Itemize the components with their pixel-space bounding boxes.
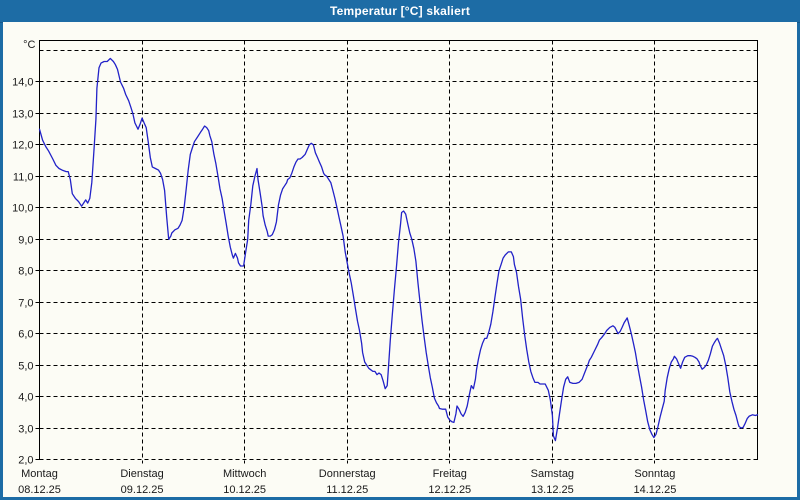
x-day-label: Samstag: [531, 468, 574, 480]
y-tick-label: 7,0: [18, 298, 33, 310]
y-tick-label: 5,0: [18, 361, 33, 373]
window-title: Temperatur [°C] skaliert: [329, 4, 471, 18]
temperature-chart: 2,0 3,0 4,0 5,0 6,0 7,0 8,0 9,0 10,0 11,0 12,0 13,0…: [12, 39, 759, 496]
x-date-label: 13.12.25: [531, 484, 574, 496]
x-day-label: Sonntag: [634, 468, 675, 480]
y-tick-label: 12,0: [12, 140, 33, 152]
x-date-label: 11.12.25: [326, 484, 368, 496]
x-day-label: Dienstag: [120, 468, 163, 480]
plot-border: [39, 40, 758, 460]
x-date-label: 12.12.25: [428, 484, 471, 496]
y-tick-label: 14,0: [12, 77, 33, 89]
temperature-line: [38, 57, 759, 442]
y-tick-label: 8,0: [18, 266, 33, 278]
x-day-label: Montag: [21, 468, 58, 480]
y-tick-label: 2,0: [18, 455, 33, 467]
window-titlebar[interactable]: Temperatur [°C] skaliert: [0, 0, 800, 23]
x-date-label: 10.12.25: [223, 484, 266, 496]
y-tick-label: 9,0: [18, 235, 33, 247]
x-day-label: Freitag: [433, 468, 467, 480]
x-day-label: Mittwoch: [223, 468, 266, 480]
y-tick-label: 4,0: [18, 392, 33, 404]
y-tick-label: 10,0: [12, 203, 33, 215]
y-tick-label: 11,0: [13, 172, 34, 184]
x-date-label: 09.12.25: [121, 484, 164, 496]
y-tick-label: 3,0: [18, 424, 33, 436]
x-date-label: 14.12.25: [634, 484, 677, 496]
y-axis-unit-label: °C: [23, 39, 35, 51]
y-tick-label: 6,0: [18, 329, 33, 341]
x-date-label: 08.12.25: [18, 484, 61, 496]
y-tick-label: 13,0: [12, 109, 33, 121]
x-day-label: Donnerstag: [319, 468, 376, 480]
chart-container: 2,0 3,0 4,0 5,0 6,0 7,0 8,0 9,0 10,0 11,0 12,0 13,0…: [3, 22, 797, 497]
